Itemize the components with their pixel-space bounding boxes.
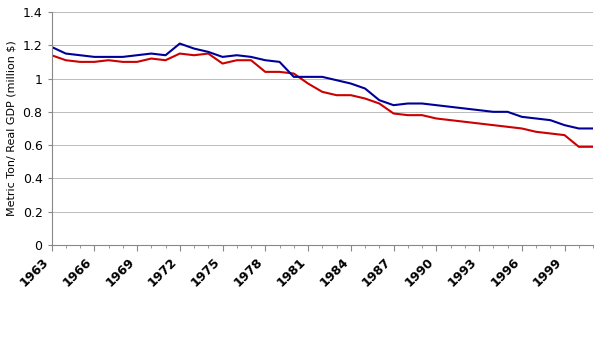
Midwest xyxy=(133,53,140,57)
U.S. xyxy=(433,117,440,121)
U.S. xyxy=(190,53,197,57)
Midwest xyxy=(461,106,469,111)
Midwest xyxy=(247,55,254,59)
U.S. xyxy=(504,125,511,129)
Midwest xyxy=(575,126,583,131)
U.S. xyxy=(390,111,397,116)
U.S. xyxy=(490,123,497,127)
Midwest xyxy=(504,110,511,114)
U.S. xyxy=(447,118,454,122)
Midwest xyxy=(319,75,326,79)
U.S. xyxy=(276,70,283,74)
Midwest xyxy=(48,45,55,49)
Midwest xyxy=(404,102,412,106)
Midwest xyxy=(390,103,397,107)
Midwest xyxy=(589,126,596,131)
Midwest xyxy=(347,82,355,86)
Midwest xyxy=(518,115,526,119)
U.S. xyxy=(219,62,226,66)
Line: Midwest: Midwest xyxy=(52,43,593,128)
Midwest xyxy=(190,47,197,51)
U.S. xyxy=(205,51,212,56)
U.S. xyxy=(148,56,155,61)
Midwest xyxy=(205,50,212,54)
U.S. xyxy=(547,131,554,135)
Midwest xyxy=(376,98,383,102)
Midwest xyxy=(262,58,269,62)
U.S. xyxy=(518,126,526,131)
U.S. xyxy=(105,58,112,62)
Midwest xyxy=(490,110,497,114)
U.S. xyxy=(247,58,254,62)
Midwest xyxy=(433,103,440,107)
U.S. xyxy=(475,121,482,126)
U.S. xyxy=(319,90,326,94)
Midwest xyxy=(62,51,70,56)
U.S. xyxy=(361,96,368,100)
Midwest xyxy=(105,55,112,59)
U.S. xyxy=(376,102,383,106)
Midwest xyxy=(148,51,155,56)
U.S. xyxy=(532,130,539,134)
Midwest xyxy=(418,102,425,106)
U.S. xyxy=(290,71,298,76)
U.S. xyxy=(347,93,355,97)
U.S. xyxy=(162,58,169,62)
Midwest xyxy=(561,123,568,127)
Midwest xyxy=(447,105,454,109)
Midwest xyxy=(333,78,340,82)
Midwest xyxy=(176,41,184,46)
Midwest xyxy=(91,55,98,59)
Line: U.S.: U.S. xyxy=(52,54,593,147)
Y-axis label: Metric Ton/ Real GDP (million $): Metric Ton/ Real GDP (million $) xyxy=(7,41,17,216)
U.S. xyxy=(91,60,98,64)
U.S. xyxy=(333,93,340,97)
U.S. xyxy=(233,58,241,62)
U.S. xyxy=(119,60,127,64)
Midwest xyxy=(290,75,298,79)
U.S. xyxy=(262,70,269,74)
U.S. xyxy=(62,58,70,62)
Midwest xyxy=(233,53,241,57)
U.S. xyxy=(404,113,412,117)
Midwest xyxy=(475,108,482,112)
U.S. xyxy=(418,113,425,117)
Midwest xyxy=(276,60,283,64)
U.S. xyxy=(133,60,140,64)
Midwest xyxy=(219,55,226,59)
U.S. xyxy=(589,145,596,149)
U.S. xyxy=(176,51,184,56)
Midwest xyxy=(119,55,127,59)
U.S. xyxy=(461,120,469,124)
U.S. xyxy=(304,82,311,86)
Midwest xyxy=(547,118,554,122)
U.S. xyxy=(48,53,55,57)
U.S. xyxy=(561,133,568,137)
U.S. xyxy=(575,145,583,149)
Midwest xyxy=(76,53,83,57)
Midwest xyxy=(304,75,311,79)
U.S. xyxy=(76,60,83,64)
Midwest xyxy=(361,86,368,91)
Midwest xyxy=(532,117,539,121)
Midwest xyxy=(162,53,169,57)
